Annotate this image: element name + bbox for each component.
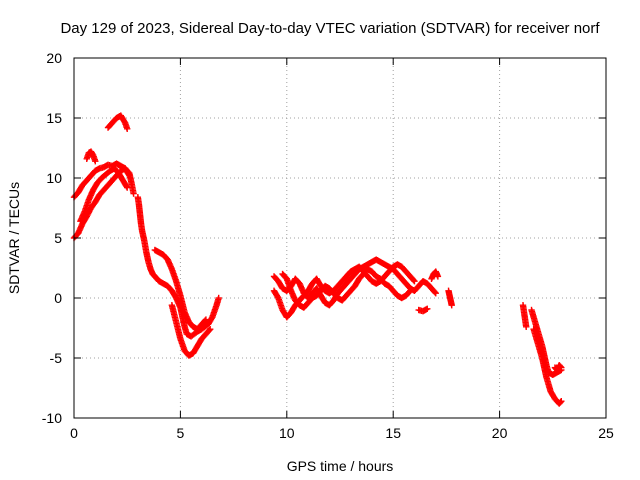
data-point [130, 190, 137, 197]
y-tick-label: 10 [46, 170, 62, 186]
data-point [558, 364, 565, 371]
data-point [424, 305, 431, 312]
data-point [123, 183, 130, 190]
data-point [126, 172, 133, 179]
x-tick-label: 20 [492, 425, 508, 441]
x-tick-label: 5 [177, 425, 185, 441]
data-point [411, 278, 418, 285]
data-point [558, 398, 565, 405]
data-point [448, 302, 455, 309]
x-tick-labels: 0 5 10 15 20 25 [70, 425, 614, 441]
data-point [406, 288, 413, 295]
y-tick-label: 0 [54, 290, 62, 306]
y-axis-label: SDTVAR / TECUs [6, 182, 22, 294]
y-tick-labels: -10 -5 0 5 10 15 20 [42, 50, 62, 426]
y-tick-label: -5 [50, 350, 63, 366]
data-point [557, 398, 564, 406]
grid [74, 58, 606, 418]
data-point [215, 294, 222, 302]
data-point [206, 326, 213, 334]
x-tick-label: 25 [598, 425, 614, 441]
y-tick-label: 5 [54, 230, 62, 246]
x-tick-label: 15 [385, 425, 401, 441]
data-point [410, 277, 417, 284]
y-tick-label: -10 [42, 410, 62, 426]
data-markers [70, 112, 565, 407]
data-point [431, 289, 439, 296]
data-point [125, 171, 132, 178]
data-point [523, 323, 530, 330]
data-point [407, 287, 414, 294]
data-point [202, 316, 210, 323]
data-point [206, 326, 214, 333]
y-tick-label: 20 [46, 50, 62, 66]
data-point [432, 290, 439, 297]
data-point [92, 158, 99, 165]
data-point [124, 184, 131, 191]
data-point [557, 363, 564, 370]
data-point [434, 273, 442, 280]
axis-ticks [73, 57, 607, 419]
x-tick-label: 0 [70, 425, 78, 441]
data-point [201, 317, 209, 324]
y-tick-label: 15 [46, 110, 62, 126]
chart-title: Day 129 of 2023, Sidereal Day-to-day VTE… [60, 20, 600, 37]
x-axis-label: GPS time / hours [287, 458, 394, 474]
x-tick-label: 10 [279, 425, 295, 441]
data-point [124, 125, 131, 132]
